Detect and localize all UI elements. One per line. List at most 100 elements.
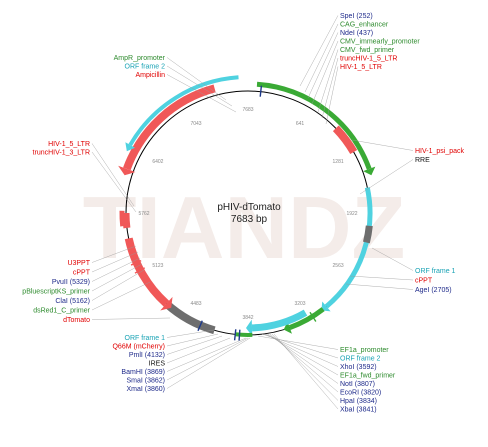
tick-label: 641 [296,121,305,127]
leader-line [371,247,414,271]
site-marker [233,329,237,341]
leader-line [304,23,339,93]
leader-line [166,74,237,113]
arc-ires-grey [163,300,216,335]
leader-line [166,329,215,338]
feature-label: HpaI (3834) [340,398,377,405]
site-marker [197,320,203,332]
arc-cppt-green-arrowhead [283,321,292,334]
feature-label: ORF frame 1 [415,268,456,275]
tick-label: 7683 [242,107,253,113]
leader-line [311,40,339,105]
feature-label: CAG_enhancer [340,22,389,29]
arc-orf-frame-2-bottom [251,309,308,332]
arc-rre-orf-frame-1-arrowhead [321,301,331,312]
feature-label: ORF frame 1 [125,335,166,342]
leader-line [325,66,339,125]
leader-line [91,245,137,263]
leader-line [349,275,414,281]
feature-label: truncHIV-1_5_LTR [340,56,397,63]
feature-label: cPPT [73,270,91,277]
leader-line [166,337,247,372]
feature-label: truncHIV-1_3_LTR [33,150,90,157]
arc-ltr-left-outer [119,210,126,227]
feature-label: Q66M (mCherry) [112,344,165,351]
feature-label: ClaI (5162) [55,298,90,305]
leader-line [91,251,139,273]
feature-label: EF1a_fwd_primer [340,373,396,380]
leader-line [91,281,151,311]
leader-line [91,257,141,282]
tick-label: 3842 [242,315,253,321]
leader-line [166,65,233,107]
arc-ltr-left [122,212,131,229]
leader-line [299,15,339,87]
arc-ampicillin [123,84,216,171]
leader-line [271,333,339,401]
feature-label: HIV-1_psi_pack [415,148,465,155]
feature-label: HIV-1_5_LTR [340,64,382,71]
feature-label: dTomato [63,317,90,324]
arc-orf-frame-2-bottom-arrowhead [245,319,253,337]
feature-label: CMV_immearly_promoter [340,39,420,46]
arc-cppt-green [288,307,325,330]
leader-line [269,333,339,393]
leader-line [307,32,339,99]
leader-line [321,57,339,119]
arc-dtomato [124,237,170,307]
arc-orf-frame-2-top-arrowhead [125,142,136,152]
feature-label: ORF frame 2 [125,64,166,71]
feature-label: XhoI (3592) [340,364,377,371]
feature-label: U3PPT [67,260,90,267]
site-marker [130,259,142,266]
feature-label: NotI (3807) [340,381,375,388]
feature-label: RRE [415,157,430,164]
feature-label: EcoRI (3820) [340,390,381,397]
leader-line [317,49,339,113]
arc-ampicillin-arrowhead [118,165,136,176]
site-marker [238,329,241,341]
arc-cag-cmv-promoter-arrowhead [363,166,376,176]
leader-line [91,151,137,213]
tick-label: 3203 [294,301,305,307]
leader-line [359,159,414,195]
leader-line [91,143,135,207]
tick-label: 5762 [138,211,149,217]
leader-line [166,337,251,389]
feature-label: SmaI (3862) [126,378,165,385]
label-leader-lines [91,15,414,410]
tick-label: 2563 [333,263,344,269]
leader-line [91,317,171,320]
site-marker [259,85,263,97]
arc-dtomato-arrowhead [160,296,173,311]
arc-orf-frame-2-top [128,75,239,147]
leader-line [166,337,231,364]
feature-label: PvuII (5329) [52,279,90,286]
leader-line [91,269,145,301]
leader-line [166,333,219,347]
leader-line [273,333,339,410]
feature-label: NdeI (437) [340,30,373,37]
feature-arcs [118,75,376,341]
feature-label: cPPT [415,278,433,285]
tick-label: 1281 [333,159,344,165]
feature-label: PmlI (4132) [129,352,165,359]
tick-label: 1922 [346,211,357,217]
tick-label: 6402 [152,159,163,165]
feature-label: HIV-1_5_LTR [48,141,90,148]
feature-label: dsRed1_C_primer [33,308,90,315]
feature-label: ORF frame 2 [340,356,381,363]
site-marker [309,311,317,322]
feature-label: XmaI (3860) [126,386,165,393]
feature-label: AgeI (2705) [415,287,452,294]
feature-label: EF1a_promoter [340,347,389,354]
feature-label: CMV_fwd_primer [340,47,395,54]
leader-line [91,263,143,292]
arc-cag-cmv-promoter [256,81,372,170]
arc-rre-grey [362,225,373,244]
plasmid-name: pHIV-dTomato [217,202,281,213]
tick-label: 7043 [190,121,201,127]
feature-label: BamHI (3869) [121,369,165,376]
